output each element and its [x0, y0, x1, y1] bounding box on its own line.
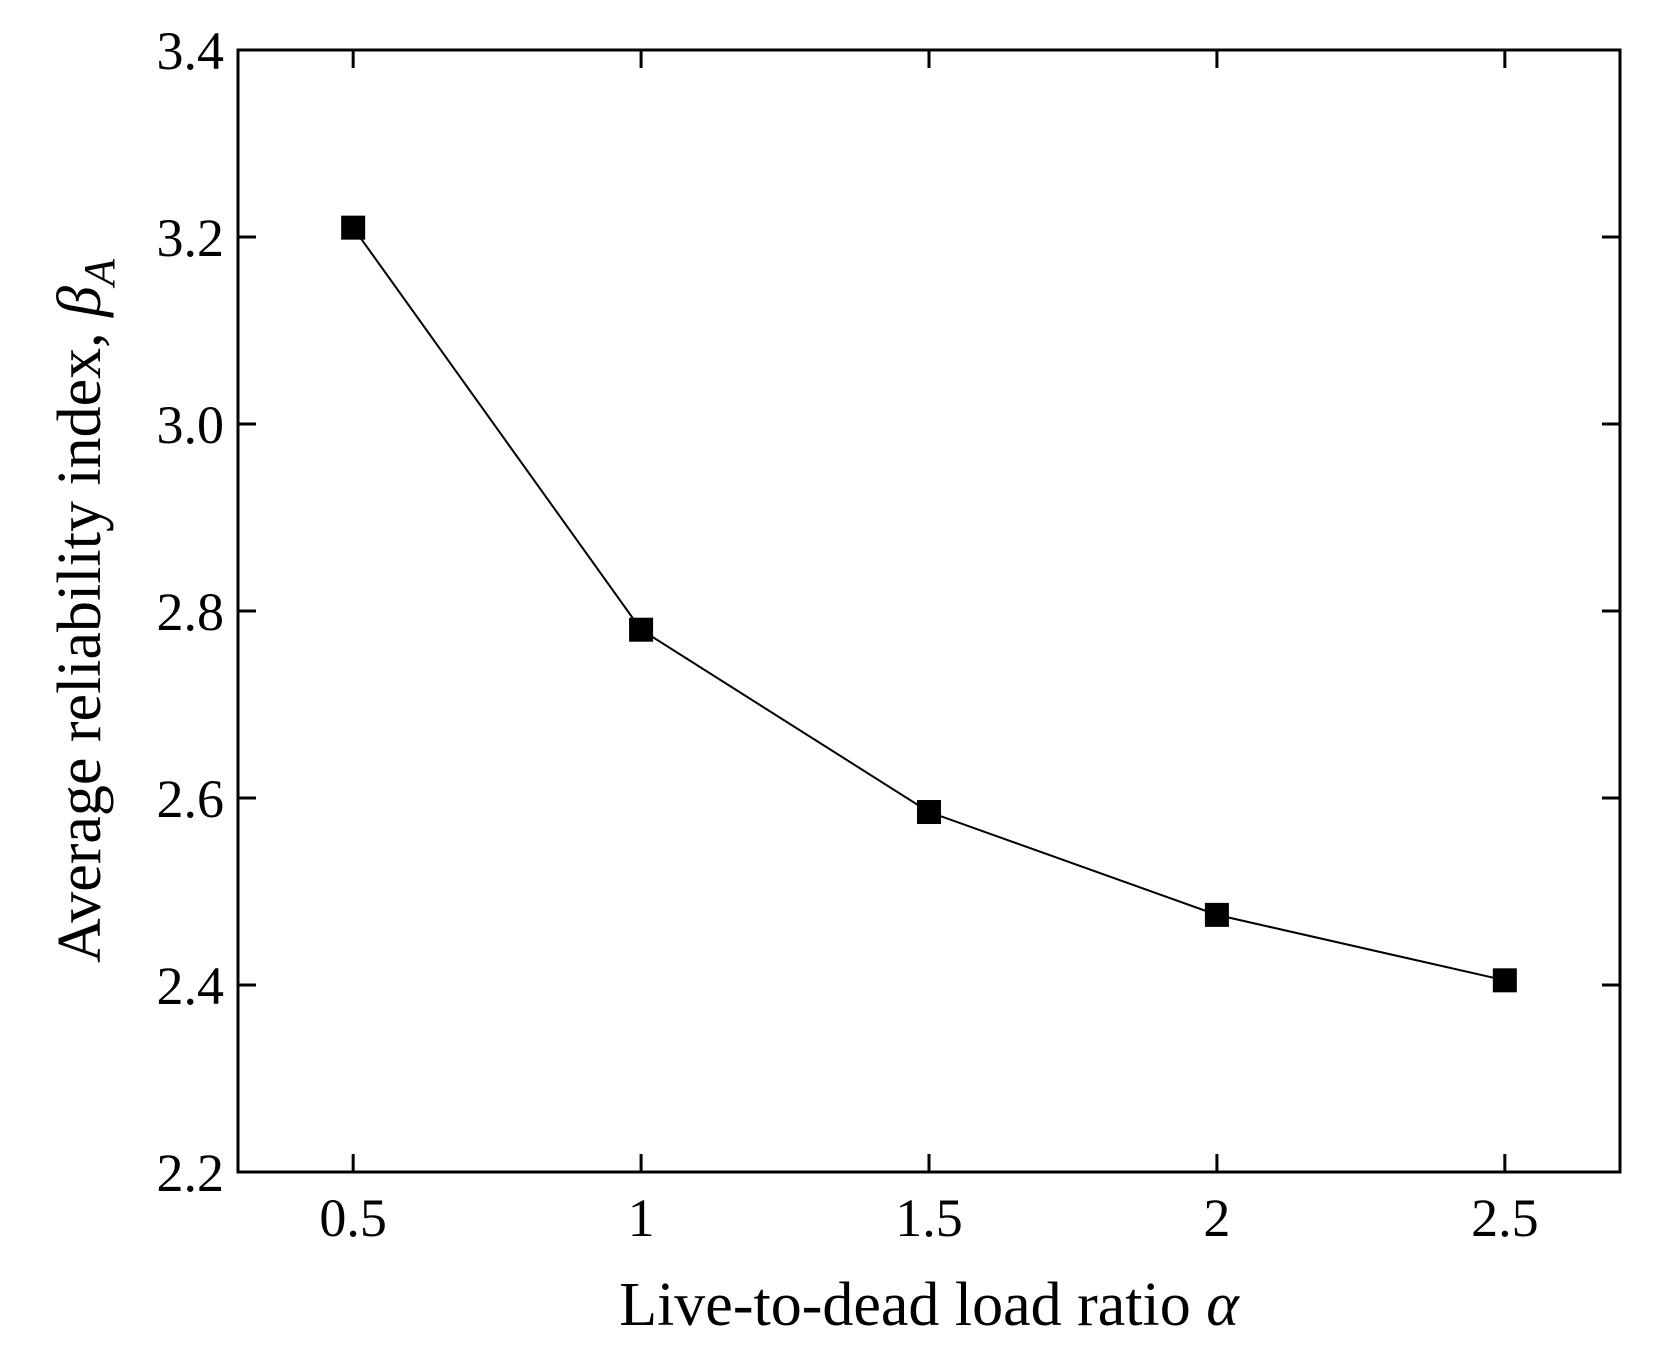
- x-tick-labels: 0.5 1 1.5 2 2.5: [319, 1188, 1538, 1248]
- y-tick-label: 2.4: [157, 956, 225, 1016]
- plot-frame: [236, 48, 1622, 1174]
- x-tick-label: 0.5: [319, 1188, 387, 1248]
- data-point-marker: [1204, 902, 1229, 927]
- data-point-marker: [1492, 968, 1517, 993]
- x-axis-title: Live-to-dead load ratio α: [619, 1271, 1240, 1339]
- y-tick-label: 3.2: [157, 208, 225, 268]
- x-tick-label: 2: [1203, 1188, 1230, 1248]
- data-series: [341, 215, 1517, 993]
- series-line: [352, 227, 1506, 982]
- y-tick-label: 3.0: [157, 395, 225, 455]
- x-tick-label: 1.5: [895, 1188, 963, 1248]
- y-tick-label: 2.6: [157, 769, 225, 829]
- x-tick-label: 2.5: [1471, 1188, 1539, 1248]
- y-tick-labels: 2.2 2.4 2.6 2.8 3.0 3.2 3.4: [157, 21, 225, 1203]
- data-point-marker: [917, 800, 941, 825]
- tick-marks: [238, 50, 1620, 1172]
- data-point-marker: [341, 215, 366, 240]
- y-tick-label: 3.4: [157, 21, 225, 81]
- y-tick-label: 2.2: [157, 1143, 225, 1203]
- data-point-marker: [629, 617, 654, 642]
- y-axis-title: Average reliability index, βA: [46, 258, 124, 963]
- x-tick-label: 1: [628, 1188, 655, 1248]
- y-tick-label: 2.8: [157, 582, 225, 642]
